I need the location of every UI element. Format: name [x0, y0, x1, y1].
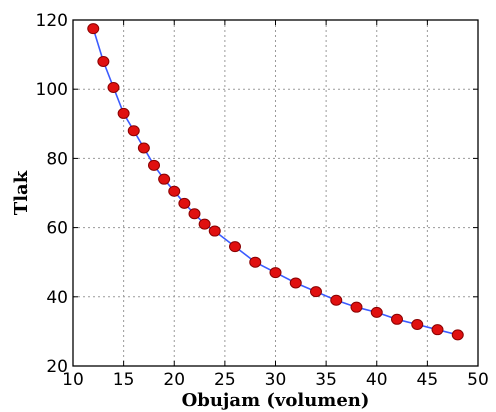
x-tick-label: 40	[366, 370, 388, 390]
data-point	[289, 277, 302, 289]
data-point	[229, 241, 241, 253]
data-point	[198, 218, 211, 230]
data-point	[97, 56, 110, 68]
data-point	[249, 256, 262, 268]
data-point	[168, 185, 181, 197]
data-point	[411, 318, 424, 330]
y-tick-label: 80	[46, 149, 68, 169]
data-point	[208, 225, 221, 237]
data-point	[178, 197, 191, 209]
data-point	[87, 23, 100, 35]
data-point	[188, 208, 201, 220]
data-point	[391, 313, 403, 325]
data-point	[330, 294, 343, 306]
x-tick-label: 20	[163, 370, 185, 390]
grid-layer	[73, 20, 478, 366]
data-point	[117, 107, 130, 119]
x-axis-label: Obujam (volumen)	[182, 390, 370, 411]
data-point	[431, 324, 444, 336]
x-tick-label: 50	[467, 370, 489, 390]
plot-frame	[72, 19, 479, 367]
data-point	[269, 267, 282, 279]
data-point	[127, 125, 140, 137]
data-point	[370, 306, 383, 318]
y-axis-label: Tlak	[11, 170, 32, 215]
y-tick-label: 120	[36, 11, 68, 31]
y-tick-label: 60	[46, 219, 68, 239]
data-point	[137, 142, 150, 154]
x-tick-label: 30	[265, 370, 287, 390]
label-layer: 10 15 20 25 30 35 40 45 50 20 40 60 80 100 120	[36, 11, 489, 390]
data-point	[451, 329, 464, 341]
data-point	[158, 173, 171, 185]
y-tick-label: 100	[36, 80, 68, 100]
x-tick-label: 25	[214, 370, 236, 390]
y-tick-label: 40	[46, 288, 68, 308]
x-tick-label: 10	[62, 370, 84, 390]
data-point	[148, 159, 160, 171]
x-tick-label: 45	[417, 370, 439, 390]
data-point	[310, 286, 322, 298]
x-tick-label: 35	[315, 370, 337, 390]
data-point	[350, 301, 363, 313]
x-tick-label: 15	[113, 370, 135, 390]
data-point	[107, 81, 120, 93]
series-layer	[87, 23, 464, 341]
y-tick-label: 20	[46, 357, 68, 377]
